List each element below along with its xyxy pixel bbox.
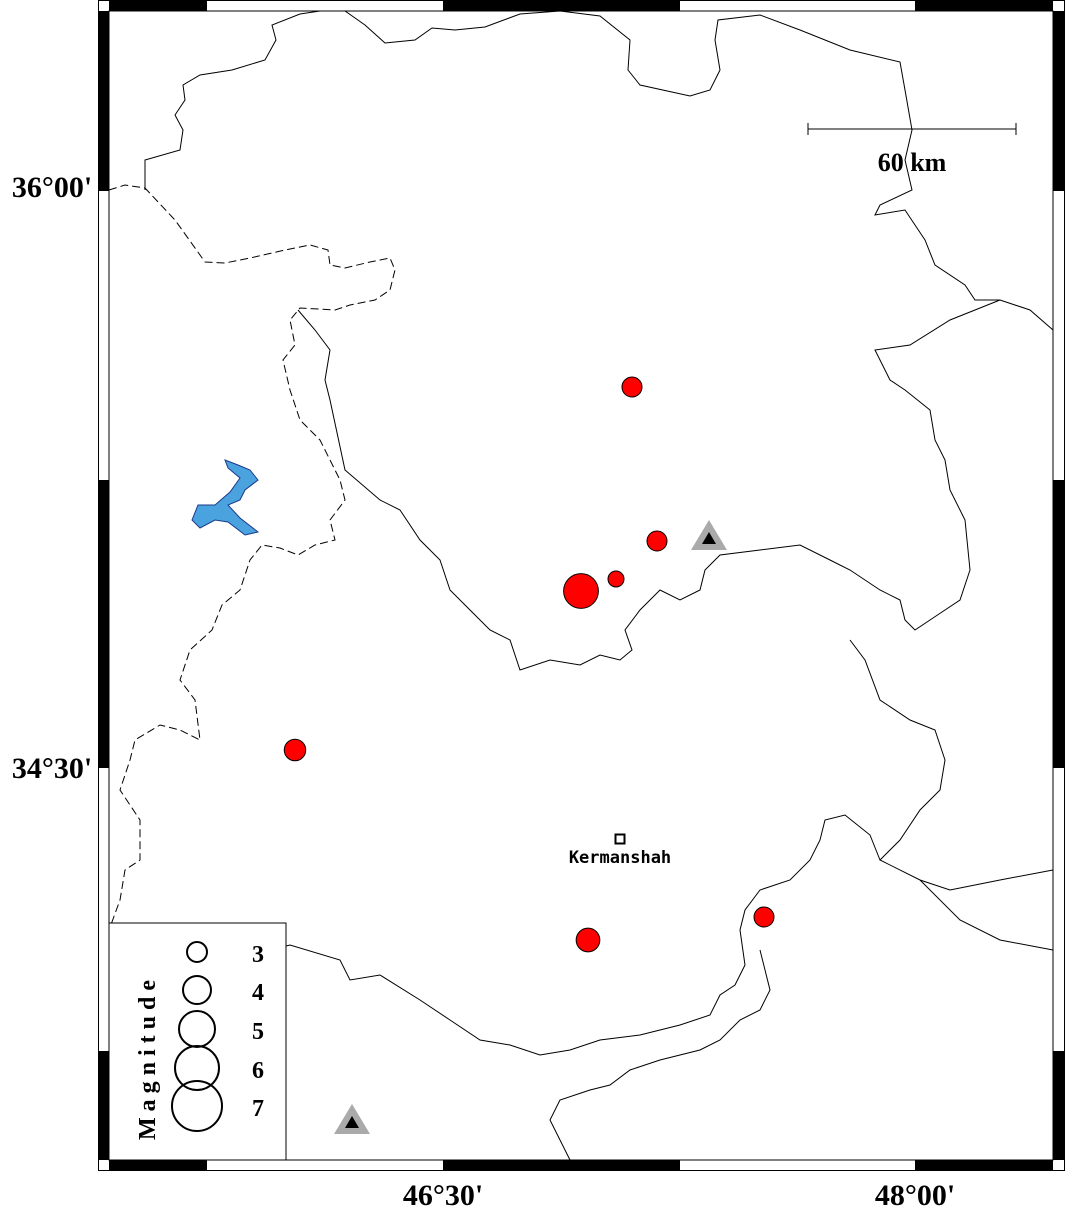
earthquake-event — [607, 570, 625, 588]
station-2 — [334, 1104, 370, 1134]
legend: Magnitude 3 4 5 6 7 — [108, 922, 287, 1161]
lat-label-34-30: 34°30' — [12, 752, 92, 785]
border-southeast — [919, 879, 1054, 951]
earthquake-events — [283, 376, 775, 953]
legend-label-7: 7 — [252, 1096, 264, 1122]
legend-label-6: 6 — [252, 1058, 264, 1084]
legend-circle-7 — [171, 1080, 223, 1132]
legend-circle-3 — [186, 941, 208, 963]
legend-title: Magnitude — [135, 974, 161, 1140]
scale-bar-label: 60 km — [878, 148, 947, 177]
province-borders — [108, 10, 1054, 1161]
border-north — [144, 10, 1054, 331]
legend-circle-4 — [182, 975, 212, 1005]
lon-label-46-30: 46°30' — [403, 1179, 483, 1208]
earthquake-event — [753, 906, 775, 928]
lake — [191, 459, 260, 536]
border-south — [108, 814, 881, 1056]
station-1 — [691, 520, 727, 550]
lat-label-36: 36°00' — [12, 171, 92, 204]
legend-label-3: 3 — [252, 942, 264, 968]
city-label: Kermanshah — [569, 848, 671, 868]
border-south-2 — [549, 949, 771, 1161]
legend-label-4: 4 — [252, 980, 264, 1006]
legend-circle-6 — [174, 1045, 220, 1091]
city-kermanshah: Kermanshah — [569, 833, 671, 868]
border-iraq-dashed — [108, 184, 396, 931]
earthquake-event — [575, 927, 601, 953]
earthquake-event — [563, 573, 599, 609]
border-east — [849, 639, 1054, 891]
earthquake-event — [283, 738, 307, 762]
earthquake-event — [621, 376, 643, 398]
border-inner-north — [297, 299, 1001, 671]
earthquake-event — [646, 530, 668, 552]
legend-label-5: 5 — [252, 1019, 264, 1045]
scale-bar: 60 km — [807, 123, 1017, 177]
lon-label-48: 48°00' — [875, 1179, 955, 1208]
